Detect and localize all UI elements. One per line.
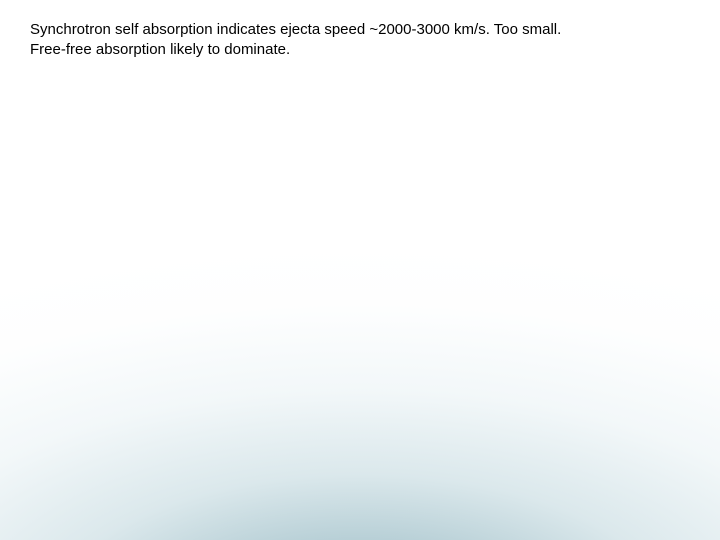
- slide-text-block: Synchrotron self absorption indicates ej…: [30, 20, 690, 61]
- slide: Synchrotron self absorption indicates ej…: [0, 0, 720, 540]
- text-line-2: Free-free absorption likely to dominate.: [30, 40, 690, 60]
- text-line-1: Synchrotron self absorption indicates ej…: [30, 20, 690, 40]
